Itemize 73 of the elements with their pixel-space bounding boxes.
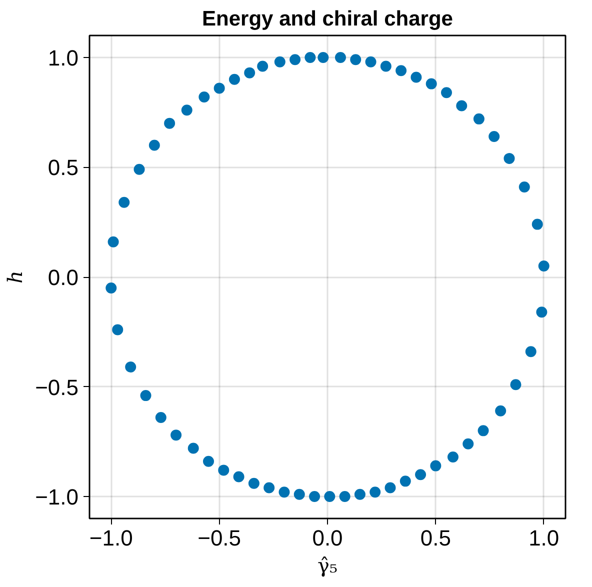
point xyxy=(441,87,452,98)
point xyxy=(203,456,214,467)
point xyxy=(140,390,152,402)
point xyxy=(334,52,346,63)
point xyxy=(473,113,484,124)
point xyxy=(400,476,411,487)
point xyxy=(410,72,422,83)
point xyxy=(170,430,182,441)
x-tick-label: 0.5 xyxy=(420,526,451,550)
x-tick-label: 1.0 xyxy=(528,526,560,550)
point xyxy=(518,181,530,192)
point xyxy=(290,54,301,66)
y-tick-label: −0.5 xyxy=(35,374,79,400)
point xyxy=(218,464,230,476)
point xyxy=(309,491,320,502)
point xyxy=(510,379,522,390)
point xyxy=(396,65,407,76)
point xyxy=(538,260,550,272)
point xyxy=(456,100,468,112)
point xyxy=(354,488,366,500)
point xyxy=(318,52,329,63)
point xyxy=(233,471,244,482)
y-tick-label: −1.0 xyxy=(35,484,79,510)
point xyxy=(155,412,166,423)
point xyxy=(112,324,124,336)
point xyxy=(118,196,130,208)
point xyxy=(274,56,286,68)
point xyxy=(447,452,458,463)
x-axis-title: γ̂₅ xyxy=(318,554,338,578)
point xyxy=(488,131,500,142)
point xyxy=(495,405,506,416)
point xyxy=(244,67,256,78)
point xyxy=(430,460,442,472)
point xyxy=(370,486,381,498)
y-axis-title: h xyxy=(3,270,28,284)
point xyxy=(365,56,376,68)
point xyxy=(264,482,275,494)
y-tick-label: 0.5 xyxy=(48,155,79,180)
point xyxy=(504,152,515,164)
x-tick-label: −1.0 xyxy=(89,526,133,550)
point xyxy=(294,488,305,500)
point xyxy=(214,82,225,94)
point xyxy=(257,60,268,72)
point xyxy=(181,104,192,116)
point xyxy=(380,60,392,72)
point xyxy=(525,346,536,358)
chart-title: Energy and chiral charge xyxy=(202,8,453,30)
point xyxy=(148,140,160,151)
point xyxy=(198,91,210,102)
point xyxy=(228,74,240,85)
point xyxy=(415,469,426,480)
point xyxy=(125,362,136,373)
point xyxy=(108,236,119,248)
x-tick-label: −0.5 xyxy=(198,526,242,550)
point xyxy=(339,491,350,502)
y-tick-label: 1.0 xyxy=(48,45,79,70)
point xyxy=(304,52,316,63)
point xyxy=(478,425,489,436)
y-tick-label: 0.0 xyxy=(48,265,79,290)
point xyxy=(324,491,336,502)
point xyxy=(384,482,396,494)
point xyxy=(426,78,437,90)
point xyxy=(134,164,145,175)
point xyxy=(164,118,176,129)
point xyxy=(350,54,362,66)
x-tick-label: 0.0 xyxy=(312,526,343,550)
point xyxy=(188,442,199,454)
point xyxy=(106,282,117,294)
point xyxy=(278,486,290,498)
point xyxy=(536,306,548,318)
point xyxy=(462,438,474,450)
point xyxy=(532,218,543,230)
point xyxy=(248,478,260,489)
